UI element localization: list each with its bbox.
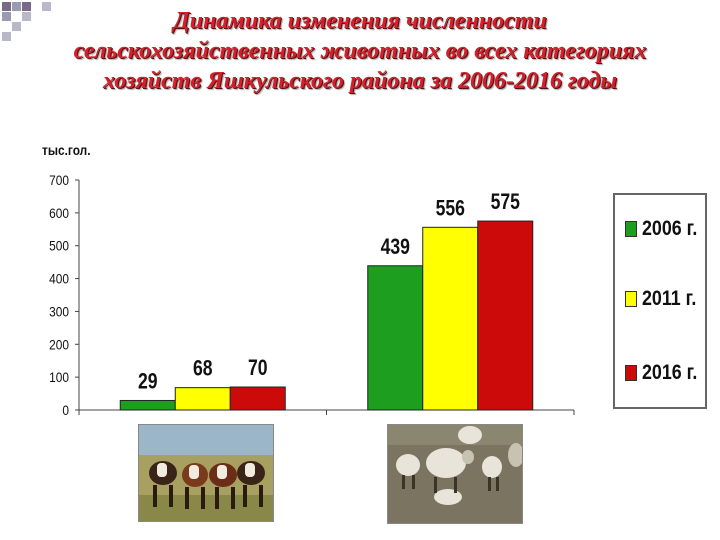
bar — [422, 226, 479, 411]
y-tick-label: 400 — [49, 271, 69, 287]
legend-swatch-2011 — [625, 291, 637, 307]
y-tick-label: 700 — [49, 172, 69, 188]
bar — [367, 265, 424, 411]
legend-item-2011: 2011 г. — [625, 287, 706, 311]
legend-item-2006: 2006 г. — [625, 217, 707, 241]
legend-swatch-2006 — [625, 221, 637, 237]
bar — [477, 220, 534, 411]
title-line-2: сельскохозяйственных животных во всех ка… — [73, 38, 647, 64]
y-tick-label: 300 — [49, 303, 69, 319]
y-tick-label: 200 — [49, 336, 69, 352]
legend-swatch-2016 — [625, 365, 637, 381]
bar-value-label: 68 — [193, 357, 213, 381]
title-line-1: Динамика изменения численности — [173, 8, 547, 34]
legend-item-2016: 2016 г. — [625, 361, 707, 385]
legend-label-2011: 2011 г. — [642, 287, 697, 310]
bar-value-label: 70 — [248, 356, 268, 380]
y-tick-label: 100 — [49, 369, 69, 385]
bar-value-label: 575 — [491, 190, 520, 214]
y-axis-unit-label: тыс.гол. — [42, 142, 91, 158]
chart-legend: 2006 г. 2011 г. 2016 г. — [613, 193, 707, 409]
bar — [119, 399, 176, 411]
bar — [174, 387, 231, 411]
legend-label-2016: 2016 г. — [642, 361, 698, 384]
bar-value-label: 29 — [138, 370, 158, 394]
y-tick-label: 600 — [49, 205, 69, 221]
corner-decoration — [0, 0, 60, 45]
page-title: Динамика изменения численности сельскохо… — [20, 6, 700, 96]
cattle-photo — [138, 424, 274, 522]
sheep-photo — [387, 424, 523, 524]
y-tick-label: 0 — [62, 402, 69, 418]
legend-label-2006: 2006 г. — [642, 217, 698, 240]
bar-value-label: 439 — [381, 235, 410, 259]
bar — [229, 386, 286, 411]
y-tick-label: 500 — [49, 238, 69, 254]
bar-value-label: 556 — [436, 197, 465, 221]
title-line-3: хозяйств Яшкульского района за 2006-2016… — [102, 68, 618, 94]
